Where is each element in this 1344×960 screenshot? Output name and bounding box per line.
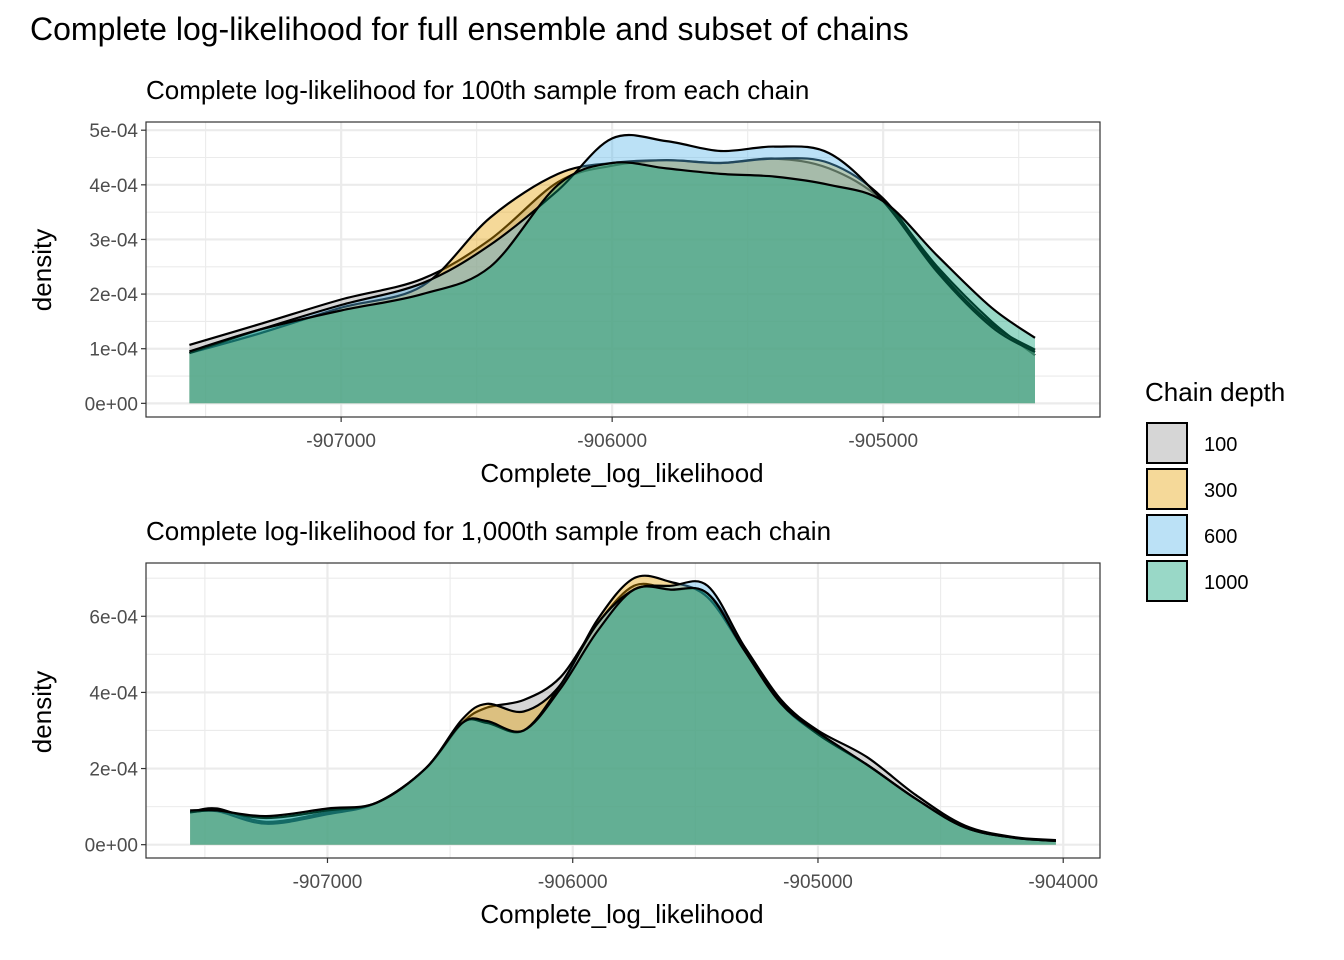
legend-key-label-1000: 1000 xyxy=(1204,572,1249,594)
panel-bottom-y-ticks: 0e+00 2e-04 4e-04 6e-04 xyxy=(85,607,146,857)
panel-bottom: Complete log-likelihood for 1,000th samp… xyxy=(27,516,1101,929)
legend-key-label-600: 600 xyxy=(1204,526,1237,548)
legend-key-bg xyxy=(1146,422,1188,464)
density-area-600 xyxy=(189,134,1035,404)
density-area-100 xyxy=(190,583,1056,845)
panel-top-x-ticks: -907000 -906000 -905000 xyxy=(306,417,918,452)
y-tick-label: 5e-04 xyxy=(89,121,138,142)
y-tick-label: 4e-04 xyxy=(89,683,138,704)
panel-bottom-grid xyxy=(146,563,1100,858)
y-tick-label: 0e+00 xyxy=(85,394,138,415)
y-tick-label: 6e-04 xyxy=(89,607,138,628)
y-tick-label: 3e-04 xyxy=(89,230,138,251)
density-area-1000 xyxy=(189,162,1035,404)
density-area-300 xyxy=(190,575,1056,845)
x-tick-label: -907000 xyxy=(293,872,363,893)
y-tick-label: 1e-04 xyxy=(89,340,138,361)
legend-key-label-100: 100 xyxy=(1204,434,1237,456)
panel-top-subtitle: Complete log-likelihood for 100th sample… xyxy=(146,75,809,105)
density-line-1000 xyxy=(189,161,1036,353)
x-tick-label: -906000 xyxy=(577,431,647,452)
panel-bottom-series xyxy=(189,574,1056,845)
density-area-300 xyxy=(189,158,1035,404)
panel-bottom-border xyxy=(145,562,1101,859)
legend-key-swatch-600 xyxy=(1146,514,1188,556)
panel-top: Complete log-likelihood for 100th sample… xyxy=(27,75,1101,488)
density-area-1000 xyxy=(190,586,1056,845)
x-tick-label: -904000 xyxy=(1028,872,1098,893)
y-tick-label: 4e-04 xyxy=(89,176,138,197)
x-tick-label: -906000 xyxy=(538,872,608,893)
x-tick-label: -907000 xyxy=(306,431,376,452)
legend-key-swatch-300 xyxy=(1146,468,1188,510)
panel-top-grid xyxy=(146,122,1100,417)
density-line-600 xyxy=(189,133,1036,355)
legend-key-swatch-1000 xyxy=(1146,560,1188,602)
legend-key-bg xyxy=(1146,468,1188,510)
x-tick-label: -905000 xyxy=(848,431,918,452)
density-line-300 xyxy=(189,157,1036,355)
panel-top-y-ticks: 0e+00 1e-04 2e-04 3e-04 4e-04 5e-04 xyxy=(85,121,146,415)
legend-key-label-300: 300 xyxy=(1204,480,1237,502)
y-tick-label: 2e-04 xyxy=(89,285,138,306)
legend-key-swatch-100 xyxy=(1146,422,1188,464)
panel-bottom-x-label: Complete_log_likelihood xyxy=(480,899,763,929)
panel-top-border xyxy=(145,121,1101,418)
legend-key-bg xyxy=(1146,514,1188,556)
legend: Chain depth 100 300 600 1000 xyxy=(1145,377,1285,602)
panel-bottom-subtitle: Complete log-likelihood for 1,000th samp… xyxy=(146,516,831,546)
panel-top-y-label: density xyxy=(27,229,57,311)
density-line-1000 xyxy=(190,585,1056,842)
density-area-600 xyxy=(190,581,1056,845)
legend-title: Chain depth xyxy=(1145,377,1285,407)
density-area-100 xyxy=(189,158,1035,404)
legend-key-bg xyxy=(1146,560,1188,602)
figure-title: Complete log-likelihood for full ensembl… xyxy=(30,11,909,47)
y-tick-label: 2e-04 xyxy=(89,760,138,781)
legend-keys: 100 300 600 1000 xyxy=(1146,422,1249,602)
panel-top-series xyxy=(189,133,1036,404)
panel-top-x-label: Complete_log_likelihood xyxy=(480,458,763,488)
panel-bottom-x-ticks: -907000 -906000 -905000 -904000 xyxy=(293,858,1098,893)
panel-bottom-y-label: density xyxy=(27,671,57,753)
x-tick-label: -905000 xyxy=(783,872,853,893)
y-tick-label: 0e+00 xyxy=(85,836,138,857)
